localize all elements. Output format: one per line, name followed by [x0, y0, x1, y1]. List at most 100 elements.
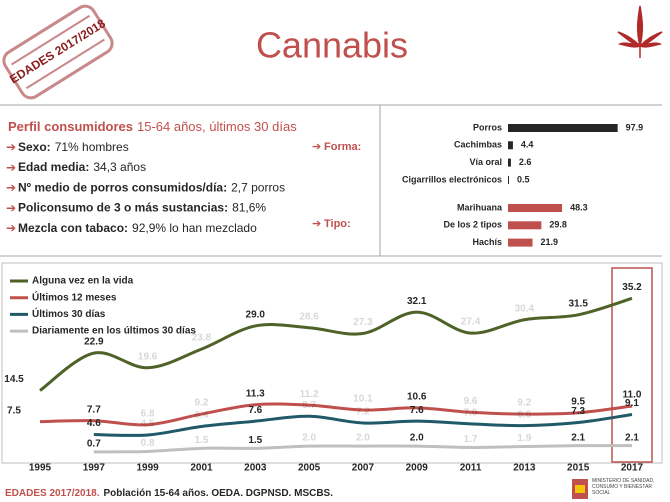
data-label: 10.6: [407, 391, 427, 402]
profile-label: Sexo:: [18, 140, 51, 154]
data-label: 27.3: [353, 317, 373, 328]
legend-label: Últimos 12 meses: [32, 290, 117, 303]
x-tick-label: 1997: [83, 463, 106, 474]
data-label: 9.2: [517, 398, 531, 409]
data-label: 9.5: [571, 396, 585, 407]
data-label: 32.1: [407, 296, 427, 307]
bar-value: 4.4: [521, 140, 534, 150]
data-label: 11.0: [623, 390, 642, 401]
group-title: Tipo:: [324, 218, 351, 230]
data-label: 7.7: [87, 404, 101, 415]
data-label: 9.6: [464, 396, 478, 407]
legend-label: Últimos 30 días: [32, 307, 106, 320]
legend-label: Alguna vez en la vida: [32, 276, 134, 287]
data-label: 10.1: [353, 394, 373, 405]
x-tick-label: 2003: [244, 463, 267, 474]
series-line: [93, 444, 633, 454]
data-label: 7.6: [248, 405, 262, 416]
bar-value: 29.8: [549, 220, 567, 230]
bar-label: Cachimbas: [454, 140, 502, 150]
x-tick-label: 1999: [137, 463, 160, 474]
profile-item: Sexo: 71% hombres: [18, 140, 129, 154]
bar-label: Marihuana: [457, 202, 503, 212]
footer-highlight: EDADES 2017/2018.: [5, 488, 100, 499]
bar: [508, 124, 618, 132]
x-tick-label: 2007: [352, 463, 375, 474]
footer-text: Población 15-64 años. OEDA. DGPNSD. MSCB…: [104, 488, 334, 499]
page-title: Cannabis: [256, 25, 408, 66]
stamp-border: [2, 4, 114, 100]
bar-label: Cigarrillos electrónicos: [402, 174, 502, 184]
profile-value: 92,9% lo han mezclado: [132, 221, 257, 235]
data-label: 6.4: [195, 410, 209, 421]
data-label: 22.9: [84, 337, 104, 348]
bar-label: De los 2 tipos: [443, 220, 502, 230]
x-tick-label: 2013: [513, 463, 536, 474]
profile-list: ➔ Sexo: 71% hombres➔ Edad media: 34,3 años➔ N…: [6, 140, 285, 235]
profile-subtitle: 15-64 años, últimos 30 días: [137, 119, 297, 134]
data-label: 9.2: [195, 398, 209, 409]
bar-label: Porros: [473, 122, 502, 132]
data-label: 8.7: [302, 400, 316, 411]
data-label: 2.0: [410, 433, 424, 444]
logo-text: MINISTERIO DE SANIDAD, CONSUMO Y BIENEST…: [592, 478, 655, 496]
data-label: 4.5: [141, 419, 155, 430]
data-label: 1.7: [464, 434, 478, 445]
bar: [508, 238, 533, 247]
data-label: 19.6: [138, 351, 158, 362]
series-line: [39, 402, 633, 427]
bullet-arrow: ➔: [6, 221, 16, 235]
stamp: EDADES 2017/2018: [2, 4, 114, 100]
data-label: 6.8: [141, 408, 155, 419]
bar-value: 97.9: [626, 122, 644, 132]
bar: [508, 158, 511, 167]
leaf-icon: [617, 5, 663, 58]
profile-label: Nº medio de porros consumidos/día:: [18, 181, 227, 195]
data-label: 6.6: [517, 409, 531, 420]
footer: EDADES 2017/2018. Población 15-64 años. O…: [5, 488, 333, 499]
series-line: [39, 296, 633, 392]
data-label: 0.8: [141, 438, 155, 449]
data-label: 7.3: [571, 406, 585, 417]
data-label: 2.0: [302, 433, 316, 444]
profile-heading: Perfil consumidores 15-64 años, últimos 3…: [8, 119, 297, 134]
data-label: 7.5: [7, 405, 21, 416]
data-label: 2.1: [625, 432, 639, 443]
data-label: 28.6: [299, 311, 319, 322]
legend-label: Diariamente en los últimos 30 días: [32, 326, 196, 337]
data-label: 0.7: [87, 439, 101, 450]
profile-item: Edad media: 34,3 años: [18, 160, 146, 174]
bar: [508, 175, 509, 184]
x-tick-label: 2009: [406, 463, 429, 474]
profile-label: Mezcla con tabaco:: [18, 221, 128, 235]
data-label: 4.6: [87, 418, 101, 429]
profile-label: Policonsumo de 3 o más sustancias:: [18, 201, 228, 215]
profile-value: 2,7 porros: [231, 181, 285, 195]
profile-value: 71% hombres: [55, 140, 129, 154]
logo-emblem: [575, 485, 585, 493]
x-tick-label: 2005: [298, 463, 321, 474]
profile-title: Perfil consumidores: [8, 119, 133, 134]
data-label: 1.5: [195, 435, 209, 446]
data-label: 7.0: [464, 407, 478, 418]
data-label: 30.4: [515, 303, 535, 314]
profile-item: Mezcla con tabaco: 92,9% lo han mezclado: [18, 221, 257, 235]
stamp-line: [25, 38, 105, 90]
logo-box: MINISTERIO DE SANIDAD, CONSUMO Y BIENEST…: [592, 478, 655, 496]
bullet-arrow: ➔: [6, 140, 16, 154]
bar-label: Hachís: [472, 237, 502, 247]
data-label: 27.4: [461, 317, 481, 328]
data-label: 11.3: [246, 388, 265, 399]
data-label: 2.0: [356, 433, 370, 444]
bar-value: 2.6: [519, 157, 532, 167]
bar-value: 21.9: [541, 237, 559, 247]
series-line: [93, 413, 633, 437]
profile-value: 34,3 años: [93, 160, 146, 174]
data-label: 7.2: [356, 407, 370, 418]
data-label: 7.6: [410, 405, 424, 416]
group-title: Forma:: [324, 141, 361, 153]
bullet-arrow: ➔: [6, 160, 16, 174]
